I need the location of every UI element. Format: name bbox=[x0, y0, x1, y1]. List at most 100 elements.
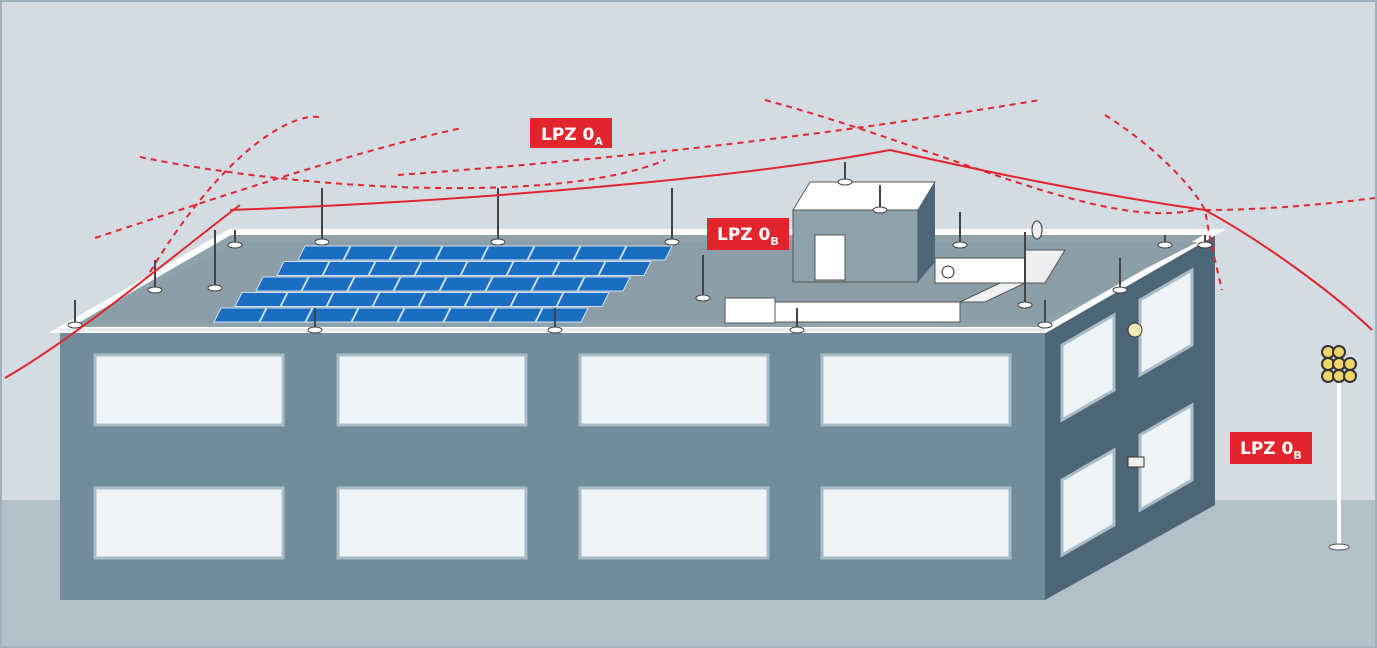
window bbox=[578, 353, 770, 427]
solar-panel bbox=[556, 292, 610, 307]
solar-panels bbox=[213, 245, 673, 323]
rod-base bbox=[67, 321, 83, 329]
window bbox=[93, 486, 285, 560]
solar-panel bbox=[301, 276, 355, 292]
solar-panel bbox=[305, 307, 359, 323]
solar-panel bbox=[435, 245, 489, 261]
solar-panel bbox=[535, 307, 589, 323]
rod-base bbox=[307, 326, 323, 334]
window bbox=[1060, 447, 1116, 558]
rod-base bbox=[147, 286, 163, 294]
windows bbox=[93, 267, 1194, 560]
zone-label-sub: B bbox=[1293, 449, 1301, 462]
solar-panel bbox=[276, 261, 330, 276]
window bbox=[336, 486, 528, 560]
shaft-top bbox=[792, 181, 936, 211]
solar-panel bbox=[485, 276, 539, 292]
rod-base bbox=[1037, 321, 1053, 329]
lamp bbox=[1332, 345, 1346, 359]
motor bbox=[941, 265, 955, 279]
rod-base bbox=[547, 326, 563, 334]
sphere-arc bbox=[4, 204, 241, 379]
zone-label: LPZ 0B bbox=[717, 225, 779, 248]
rod-base bbox=[227, 241, 243, 249]
zone-label: LPZ 0B bbox=[1240, 439, 1302, 462]
zone-label-box bbox=[707, 218, 789, 250]
mast-base bbox=[1328, 543, 1350, 551]
sphere-arc bbox=[1104, 114, 1223, 291]
sphere-arc bbox=[229, 149, 891, 211]
rod-base bbox=[664, 238, 680, 246]
solar-panel bbox=[397, 307, 451, 323]
zone-label-main: LPZ 0 bbox=[1240, 439, 1294, 459]
window bbox=[820, 353, 1012, 427]
zone-label-box bbox=[1230, 432, 1312, 464]
solar-panel bbox=[510, 292, 564, 307]
solar-panel bbox=[368, 261, 422, 276]
dish bbox=[1031, 220, 1043, 240]
solar-panel bbox=[255, 276, 309, 292]
air-terminals bbox=[67, 162, 1213, 334]
window bbox=[1138, 267, 1194, 378]
solar-panel bbox=[280, 292, 334, 307]
zone-label-main: LPZ 0 bbox=[541, 125, 595, 145]
solar-panel bbox=[489, 307, 543, 323]
rod-base bbox=[207, 284, 223, 292]
solar-panel bbox=[531, 276, 585, 292]
shaft bbox=[792, 209, 919, 283]
zone-label-sub: B bbox=[770, 235, 778, 248]
solar-panel bbox=[506, 261, 560, 276]
window bbox=[1138, 402, 1194, 513]
rod-base bbox=[314, 238, 330, 246]
rod-base bbox=[837, 178, 853, 186]
solar-panel bbox=[443, 307, 497, 323]
unit bbox=[724, 297, 776, 324]
solar-panel bbox=[213, 307, 267, 323]
solar-panel bbox=[234, 292, 288, 307]
shaft-side bbox=[918, 182, 935, 282]
window bbox=[820, 486, 1012, 560]
solar-panel bbox=[393, 276, 447, 292]
cabinet bbox=[814, 234, 846, 281]
solar-panel bbox=[481, 245, 535, 261]
rod-base bbox=[1157, 241, 1173, 249]
rod-base bbox=[1112, 286, 1128, 294]
solar-panel bbox=[343, 245, 397, 261]
solar-panel bbox=[389, 245, 443, 261]
rod-base bbox=[872, 206, 888, 214]
rod-base bbox=[789, 326, 805, 334]
solar-panel bbox=[418, 292, 472, 307]
solar-panel bbox=[439, 276, 493, 292]
solar-panel bbox=[619, 245, 673, 261]
window bbox=[336, 353, 528, 427]
window bbox=[93, 353, 285, 427]
solar-panel bbox=[577, 276, 631, 292]
wall-light bbox=[1127, 322, 1143, 338]
rod-base bbox=[952, 241, 968, 249]
sphere-arc bbox=[139, 156, 666, 190]
duct bbox=[774, 301, 961, 323]
rod-base bbox=[1197, 241, 1213, 249]
lamp bbox=[1343, 357, 1357, 371]
sphere-arc bbox=[94, 127, 463, 239]
solar-panel bbox=[598, 261, 652, 276]
window bbox=[1060, 312, 1116, 423]
solar-panel bbox=[573, 245, 627, 261]
solar-panel bbox=[464, 292, 518, 307]
rod-base bbox=[695, 294, 711, 302]
rod-base bbox=[490, 238, 506, 246]
floodlights bbox=[1321, 345, 1357, 383]
solar-panel bbox=[351, 307, 405, 323]
sphere-arc bbox=[397, 99, 1041, 176]
solar-panel bbox=[460, 261, 514, 276]
solar-panel bbox=[552, 261, 606, 276]
zone-label-sub: A bbox=[594, 135, 603, 148]
solar-panel bbox=[326, 292, 380, 307]
window bbox=[578, 486, 770, 560]
lamp bbox=[1343, 369, 1357, 383]
solar-panel bbox=[347, 276, 401, 292]
solar-panel bbox=[259, 307, 313, 323]
camera bbox=[1127, 456, 1145, 468]
